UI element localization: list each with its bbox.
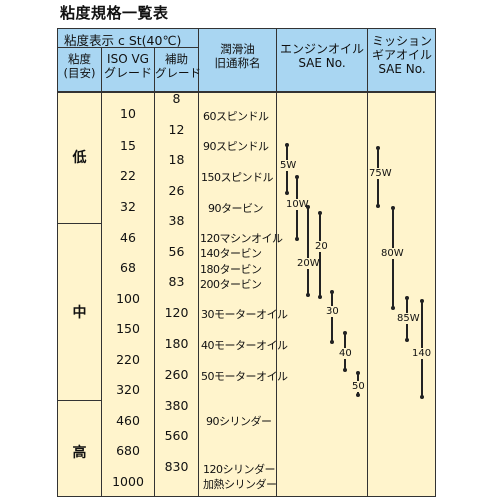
gear-range-75w-top: [375, 146, 380, 150]
aux-grade-value: 8: [172, 91, 181, 106]
engine-range-50-bottom: [355, 393, 360, 397]
col-divider-3: [198, 28, 199, 497]
engine-range-20w: [307, 207, 309, 295]
gear-label-85w: 85W: [396, 313, 421, 324]
gear-range-85w-top: [404, 296, 409, 300]
table-body-bg: [58, 92, 435, 496]
engine-range-30-top: [329, 290, 334, 294]
engine-range-20w-bottom: [305, 293, 310, 297]
lubricant-name: 30モーターオイル: [201, 308, 288, 321]
aux-grade-value: 38: [168, 213, 185, 228]
lubricant-name: 60スピンドル: [203, 110, 269, 123]
aux-grade-value: 120: [164, 305, 189, 320]
gear-label-140: 140: [411, 348, 433, 359]
iso-vg-value: 10: [120, 106, 136, 121]
lubricant-name: 150スピンドル: [201, 171, 274, 184]
col-divider-1: [101, 47, 102, 497]
lubricant-name: 120シリンダー: [203, 463, 276, 476]
aux-grade-value: 260: [164, 367, 189, 382]
header-bottom-line: [57, 92, 436, 93]
iso-vg-value: 220: [116, 352, 140, 367]
header-viscosity-display: 粘度表示 c St(40℃): [64, 33, 182, 48]
gear-range-140-bottom: [419, 395, 424, 399]
lubricant-name: 90タービン: [208, 202, 264, 215]
engine-range-20-bottom: [317, 295, 322, 299]
engine-range-30-bottom: [329, 340, 334, 344]
engine-range-40-top: [342, 331, 347, 335]
iso-vg-value: 150: [116, 321, 140, 336]
aux-grade-value: 380: [164, 398, 189, 413]
aux-grade-value: 18: [168, 152, 185, 167]
iso-vg-value: 22: [120, 168, 136, 183]
iso-vg-value: 320: [116, 382, 140, 397]
header-aux-grade: 補助 グレード: [155, 52, 201, 80]
col-divider-5: [367, 28, 368, 497]
lubricant-name: 140タービン: [200, 247, 262, 260]
engine-label-20: 20: [314, 241, 329, 252]
gear-label-75w: 75W: [368, 168, 393, 179]
page-title: 粘度規格一覧表: [60, 4, 169, 22]
header-lubricant-old-name: 潤滑油 旧通称名: [214, 42, 261, 70]
engine-label-10w: 10W: [285, 199, 310, 210]
engine-range-20w-top: [305, 205, 310, 209]
header-engine-oil: エンジンオイル SAE No.: [279, 42, 364, 70]
aux-grade-value: 180: [164, 336, 189, 351]
engine-range-5w-bottom: [284, 191, 289, 195]
lubricant-name: 120マシンオイル: [200, 232, 283, 245]
table-header: [57, 28, 436, 92]
viscosity-level-low: 低: [72, 150, 87, 166]
aux-grade-value: 83: [168, 274, 185, 289]
lubricant-name: 加熱シリンダー: [203, 478, 277, 491]
gear-range-80w-bottom: [390, 306, 395, 310]
iso-vg-value: 1000: [112, 474, 144, 489]
level-divider-mid-high: [57, 400, 101, 401]
gear-range-85w-bottom: [404, 338, 409, 342]
iso-vg-value: 68: [120, 260, 136, 275]
engine-range-20-top: [317, 211, 322, 215]
aux-grade-value: 560: [164, 428, 189, 443]
gear-label-80w: 80W: [380, 248, 405, 259]
viscosity-level-high: 高: [72, 445, 87, 461]
engine-range-20: [319, 213, 321, 297]
iso-vg-value: 32: [120, 199, 136, 214]
aux-grade-value: 12: [168, 122, 185, 137]
lubricant-name: 90スピンドル: [203, 140, 269, 153]
lubricant-name: 40モーターオイル: [201, 339, 288, 352]
engine-label-20w: 20W: [296, 258, 321, 269]
lubricant-name: 180タービン: [200, 263, 262, 276]
lubricant-name: 50モーターオイル: [201, 370, 288, 383]
aux-grade-value: 830: [164, 459, 189, 474]
aux-grade-value: 26: [168, 183, 185, 198]
engine-range-50-top: [355, 371, 360, 375]
header-viscosity-level: 粘度 (目安): [63, 52, 96, 80]
col-divider-2: [154, 47, 155, 497]
gear-range-80w-top: [390, 206, 395, 210]
header-divider: [57, 47, 198, 48]
engine-range-40-bottom: [342, 368, 347, 372]
engine-label-30: 30: [325, 306, 340, 317]
header-iso-vg-grade: ISO VG グレード: [103, 52, 152, 80]
lubricant-name: 90シリンダー: [206, 415, 272, 428]
gear-range-140-top: [419, 299, 424, 303]
lubricant-name: 200タービン: [200, 278, 262, 291]
engine-range-10w-top: [294, 175, 299, 179]
iso-vg-value: 46: [120, 230, 136, 245]
engine-range-5w-top: [284, 143, 289, 147]
aux-grade-value: 56: [168, 244, 185, 259]
gear-range-75w-bottom: [375, 204, 380, 208]
iso-vg-value: 15: [120, 138, 136, 153]
level-divider-low-mid: [57, 223, 101, 224]
viscosity-level-mid: 中: [72, 305, 87, 321]
engine-label-5w: 5W: [279, 160, 298, 171]
engine-range-30: [331, 292, 333, 342]
col-divider-4: [276, 28, 277, 497]
iso-vg-value: 100: [116, 291, 140, 306]
engine-label-50: 50: [351, 381, 366, 392]
engine-label-40: 40: [338, 348, 353, 359]
header-gear-oil: ミッション ギアオイル SAE No.: [371, 34, 432, 76]
engine-range-10w-bottom: [294, 237, 299, 241]
iso-vg-value: 460: [116, 413, 140, 428]
iso-vg-value: 680: [116, 443, 140, 458]
